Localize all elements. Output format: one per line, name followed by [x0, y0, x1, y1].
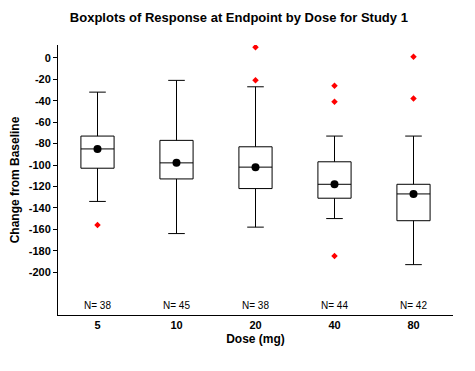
svg-text:Dose (mg): Dose (mg) — [226, 332, 285, 346]
svg-text:-20: -20 — [35, 73, 51, 85]
svg-text:-100: -100 — [29, 159, 51, 171]
svg-text:5: 5 — [94, 319, 100, 331]
svg-text:N= 45: N= 45 — [163, 300, 190, 311]
svg-text:N= 38: N= 38 — [242, 300, 269, 311]
svg-text:-120: -120 — [29, 180, 51, 192]
svg-text:-140: -140 — [29, 202, 51, 214]
svg-text:-200: -200 — [29, 266, 51, 278]
svg-text:N= 44: N= 44 — [321, 300, 348, 311]
svg-text:-40: -40 — [35, 95, 51, 107]
svg-text:-180: -180 — [29, 245, 51, 257]
svg-text:-60: -60 — [35, 116, 51, 128]
svg-text:20: 20 — [249, 319, 261, 331]
svg-text:40: 40 — [328, 319, 340, 331]
svg-text:Boxplots of Response at Endpoi: Boxplots of Response at Endpoint by Dose… — [70, 10, 408, 25]
svg-text:Change from Baseline: Change from Baseline — [8, 116, 22, 243]
svg-text:-160: -160 — [29, 223, 51, 235]
svg-text:N= 38: N= 38 — [84, 300, 111, 311]
svg-text:10: 10 — [170, 319, 182, 331]
svg-text:-80: -80 — [35, 137, 51, 149]
svg-text:N= 42: N= 42 — [400, 300, 427, 311]
svg-text:80: 80 — [407, 319, 419, 331]
svg-text:0: 0 — [45, 52, 51, 64]
